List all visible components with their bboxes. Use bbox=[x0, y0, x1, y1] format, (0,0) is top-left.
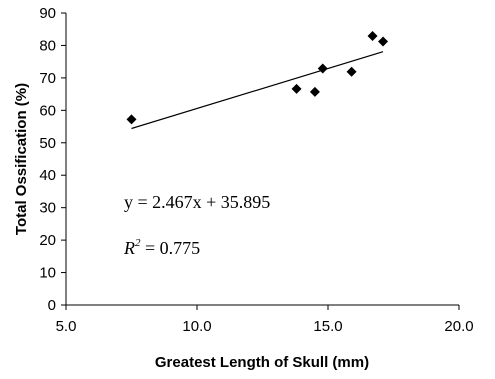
y-tick-label: 10 bbox=[39, 265, 56, 282]
y-tick-label: 70 bbox=[39, 70, 56, 87]
r-squared-value: = 0.775 bbox=[141, 238, 201, 258]
axes bbox=[65, 13, 459, 306]
y-tick-label: 50 bbox=[39, 135, 56, 152]
x-tick-label: 5.0 bbox=[56, 318, 77, 335]
y-tick-label: 80 bbox=[39, 37, 56, 54]
regression-equation: y = 2.467x + 35.895 bbox=[124, 192, 270, 212]
data-point bbox=[346, 66, 357, 77]
x-tick-label: 15.0 bbox=[313, 318, 342, 335]
y-tick-label: 90 bbox=[39, 5, 56, 22]
y-tick-label: 40 bbox=[39, 167, 56, 184]
data-point bbox=[126, 114, 137, 125]
r-squared-label: R2 = 0.775 bbox=[123, 237, 200, 258]
data-points bbox=[126, 31, 389, 125]
x-ticks: 5.0 10.0 15.0 20.0 bbox=[56, 305, 474, 335]
data-point bbox=[291, 83, 302, 94]
y-tick-label: 0 bbox=[48, 297, 56, 314]
data-point bbox=[378, 36, 389, 47]
data-point bbox=[309, 86, 320, 97]
y-ticks: 0 10 20 30 40 50 60 70 80 90 bbox=[39, 5, 66, 314]
y-tick-label: 60 bbox=[39, 102, 56, 119]
x-axis-title: Greatest Length of Skull (mm) bbox=[155, 354, 369, 371]
data-point bbox=[367, 31, 378, 42]
x-tick-label: 10.0 bbox=[182, 318, 211, 335]
r-squared-exponent: 2 bbox=[135, 237, 141, 249]
data-point bbox=[317, 63, 328, 74]
r-squared-symbol: R bbox=[123, 238, 135, 258]
trendline bbox=[131, 51, 384, 130]
y-axis-title: Total Ossification (%) bbox=[13, 83, 30, 235]
y-tick-label: 30 bbox=[39, 200, 56, 217]
y-tick-label: 20 bbox=[39, 232, 56, 249]
x-tick-label: 20.0 bbox=[444, 318, 473, 335]
